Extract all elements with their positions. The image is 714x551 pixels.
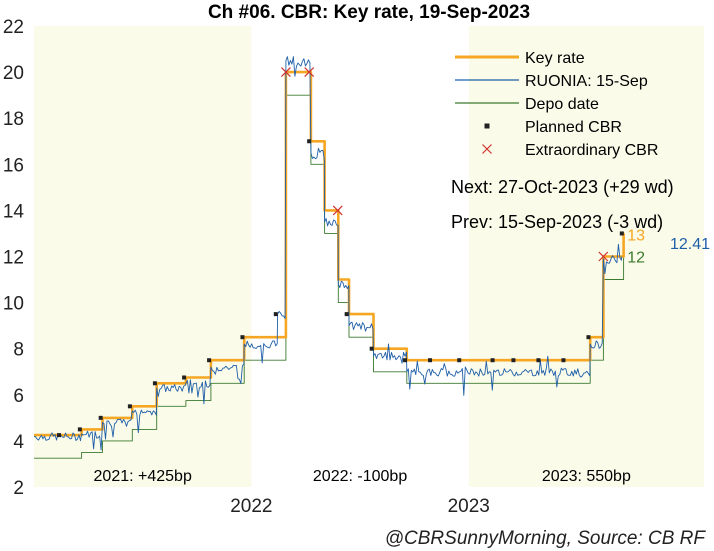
planned-meeting-marker [240,335,245,340]
y-tick-label: 6 [13,386,24,407]
extraordinary-meeting-marker [598,251,609,262]
planned-meeting-marker [273,312,278,317]
legend-label: Key rate [525,50,585,67]
prev-meeting-note: Prev: 15-Sep-2023 (-3 wd) [451,212,663,232]
planned-meeting-marker [57,433,62,438]
year-band-0 [34,26,252,487]
y-tick-label: 20 [3,63,24,84]
extraordinary-meeting-marker [304,67,315,78]
y-tick-label: 8 [13,340,24,361]
x-tick-label: 2023 [448,496,490,517]
planned-meeting-marker [98,415,103,420]
legend-swatch [482,144,492,154]
chart-title: Ch #06. CBR: Key rate, 19-Sep-2023 [208,2,530,23]
y-tick-label: 4 [13,432,24,453]
y-tick-label: 14 [3,201,25,222]
planned-meeting-marker [511,358,516,363]
series-layer [33,56,625,459]
planned-meeting-marker [77,427,82,432]
end-labels: 13 12 12.41 [627,227,710,266]
y-tick-label: 22 [3,17,24,38]
legend-label: Extraordinary CBR [525,142,658,159]
y-tick-label: 2 [13,478,24,499]
planned-meeting-marker [561,358,566,363]
end-value-label: 12.41 [670,236,710,253]
extraordinary-meeting-marker [280,67,291,78]
planned-meeting-marker [307,139,312,144]
planned-meeting-marker [490,358,495,363]
planned-meeting-marker [152,381,157,386]
legend-label: Planned CBR [525,119,622,136]
planned-meeting-marker [182,375,187,380]
planned-meeting-marker [428,358,433,363]
legend-swatch [484,123,490,129]
year-band-label: 2023: 550bp [542,468,631,485]
planned-meeting-marker [127,404,132,409]
planned-meeting-marker [369,346,374,351]
planned-meeting-marker [586,335,591,340]
planned-meeting-marker [207,358,212,363]
year-band-label: 2021: +425bp [94,468,192,485]
markers-layer [57,67,624,438]
extraordinary-meeting-marker [332,205,343,216]
y-tick-label: 18 [3,109,24,130]
legend-label: Depo date [525,96,599,113]
x-tick-label: 2022 [230,496,272,517]
legend: Key rate RUONIA: 15-Sep Depo date Planned C… [455,50,658,159]
planned-meeting-marker [457,358,462,363]
planned-meeting-marker [344,312,349,317]
planned-meeting-marker [536,358,541,363]
year-band-label: 2022: -100bp [313,468,407,485]
y-tick-label: 16 [3,155,24,176]
planned-meeting-marker [403,358,408,363]
end-value-label: 13 [627,227,645,244]
planned-meeting-marker [619,231,624,236]
end-value-label: 12 [627,250,645,267]
x-axis: 2022 2023 [230,496,490,517]
y-tick-label: 12 [3,248,24,269]
source-note: @CBRSunnyMorning, Source: CB RF [385,528,707,549]
y-axis: 2 4 6 8 10 12 14 16 18 20 22 [3,17,25,499]
y-tick-label: 10 [3,294,24,315]
series-line-ruonia-15-sep [33,56,623,451]
next-meeting-note: Next: 27-Oct-2023 (+29 wd) [451,177,674,197]
legend-label: RUONIA: 15-Sep [525,73,648,90]
